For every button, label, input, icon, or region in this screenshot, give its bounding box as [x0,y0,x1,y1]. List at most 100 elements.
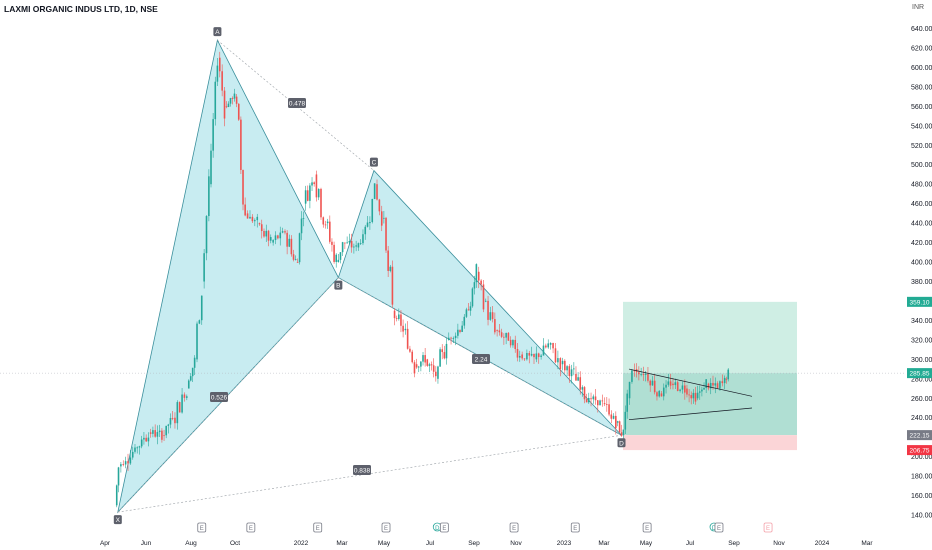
candle-body [366,222,369,227]
candle-body [122,464,125,465]
candle-body [277,235,279,239]
candle-body [249,216,251,219]
candle-body [223,90,226,119]
x-tick-label: Oct [230,540,240,547]
x-tick-label: Sep [468,540,480,547]
candle-body [176,402,179,424]
point-label: X [116,517,121,524]
y-tick-label: 180.00 [911,474,932,481]
y-tick-label: 420.00 [911,240,932,247]
candle-body [165,425,167,436]
candle-body [189,376,192,381]
event-marker: E [246,522,256,533]
candle-body [326,221,329,224]
candle-body [378,199,381,212]
earnings-badge [197,522,207,533]
candle-body [596,400,599,406]
candle-body [709,382,712,389]
y-tick-label: 320.00 [911,337,932,344]
candle-body [216,65,219,82]
candle-body [389,266,392,271]
candle-body [406,328,409,349]
candle-body [145,437,147,442]
event-label: E [766,526,770,532]
candle-body [286,232,288,247]
candle-body [156,432,159,437]
candle-body [557,358,559,363]
x-tick-label: 2022 [294,540,309,547]
candle-body [251,216,254,222]
candle-body [187,380,190,389]
candle-body [716,383,719,388]
candle-body [267,230,270,241]
candle-body [649,380,652,386]
candle-body [344,242,346,244]
candle-body [707,383,710,389]
candle-body [681,385,684,390]
ratio-badge [472,354,490,364]
candle-body [692,392,695,399]
candle-body [573,368,575,370]
event-marker: E [714,522,724,533]
candle-body [362,234,364,244]
x-tick-label: Nov [510,540,522,547]
candle-body [642,374,645,375]
point-badge [369,157,378,167]
candle-body [509,339,512,346]
event-label: E [573,526,577,532]
y-tick-label: 240.00 [911,415,932,422]
stop-zone [623,435,797,451]
candle-body [348,240,351,243]
x-tick-label: Mar [861,540,873,547]
candle-body [229,98,232,104]
event-label: D [435,526,440,532]
candle-body [306,190,309,201]
candle-body [174,417,176,424]
candle-body [447,337,450,340]
candle-body [231,98,234,99]
event-marker: E [439,522,449,533]
x-tick-label: Mar [598,540,610,547]
candle-body [507,332,510,341]
candle-body [203,253,205,282]
stop-price-tag: 206.75 [907,445,932,456]
candle-body [552,342,554,349]
candle-body [667,381,670,385]
candle-body [205,216,208,254]
candle-body [658,390,661,397]
candle-body [320,188,322,218]
event-label: E [384,526,388,532]
y-tick-label: 560.00 [911,104,932,111]
candle-body [528,352,531,356]
candle-body [237,103,240,120]
candle-body [400,314,402,326]
candle-body [317,188,320,198]
candle-body [284,231,286,233]
price-tag-bg [907,296,932,307]
candle-body [514,339,517,350]
candle-body [454,335,457,339]
candle-body [196,323,198,360]
candle-body [212,119,214,151]
profit-zone [623,373,797,436]
candle-body [679,389,681,391]
candle-body [218,57,221,72]
currency-label: INR [912,4,925,11]
trendline-lower [628,407,753,421]
event-label: E [645,526,649,532]
candle-body [131,451,134,458]
candle-body [353,246,355,248]
price-tag-bg [907,445,932,456]
candle-body [518,355,521,358]
y-tick-label: 300.00 [911,357,932,364]
y-tick-label: 520.00 [911,143,932,150]
ratio-tag: 2.24 [472,354,490,364]
candle-body [618,421,621,433]
y-tick-label: 160.00 [911,493,932,500]
event-label: E [249,526,253,532]
x-tick-label: Sep [728,540,740,547]
candle-body [296,262,299,263]
candle-body [393,310,396,319]
candle-body [601,400,604,402]
